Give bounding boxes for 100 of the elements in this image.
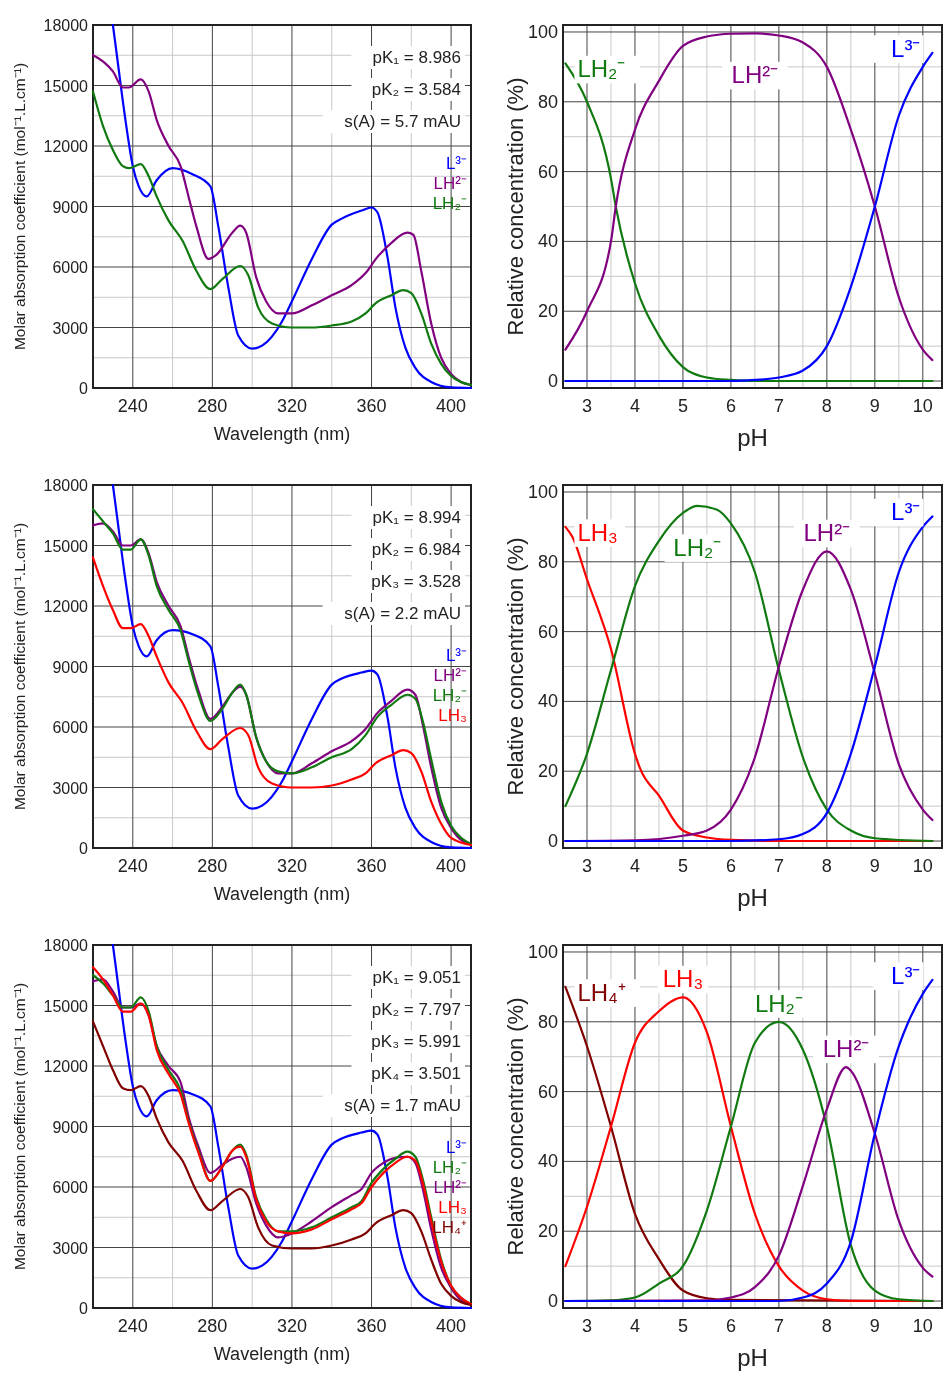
annotation: pK₁ = 9.051 bbox=[372, 968, 461, 987]
y-tick-label: 40 bbox=[537, 691, 558, 712]
y-tick-label: 20 bbox=[537, 1221, 558, 1242]
y-tick-label: 6000 bbox=[52, 719, 89, 736]
x-tick-label: 8 bbox=[821, 1316, 832, 1336]
y-tick-label: 15000 bbox=[43, 77, 89, 95]
x-tick-label: 7 bbox=[773, 1316, 784, 1336]
y-tick-label: 3000 bbox=[52, 1239, 89, 1257]
series-label: LH²⁻ bbox=[731, 61, 779, 89]
y-tick-label: 100 bbox=[527, 941, 558, 962]
x-tick-label: 4 bbox=[629, 856, 640, 876]
x-tick-label: 8 bbox=[821, 396, 832, 416]
x-axis-title: Wavelength (nm) bbox=[213, 424, 351, 444]
series-label: L³⁻ bbox=[891, 961, 921, 989]
y-tick-label: 3000 bbox=[52, 319, 89, 337]
y-tick-label: 0 bbox=[547, 371, 558, 392]
series-label: LH₂⁻ bbox=[673, 533, 722, 561]
x-tick-label: 8 bbox=[821, 856, 832, 876]
x-axis-title: pH bbox=[737, 1344, 768, 1371]
x-tick-label: 6 bbox=[725, 396, 736, 416]
y-tick-label: 6000 bbox=[52, 1179, 89, 1196]
annotation: pK₂ = 7.797 bbox=[371, 1000, 461, 1019]
x-tick-label: 7 bbox=[773, 396, 784, 416]
x-tick-label: 360 bbox=[356, 856, 387, 876]
text: L³⁻ bbox=[445, 1138, 467, 1157]
x-tick-label: 3 bbox=[581, 396, 592, 416]
y-tick-label: 0 bbox=[79, 1300, 89, 1317]
series-label: L³⁻ bbox=[891, 498, 921, 526]
x-axis-title: pH bbox=[737, 424, 768, 451]
x-tick-label: 400 bbox=[436, 396, 467, 416]
y-tick-label: 0 bbox=[79, 380, 89, 397]
y-tick-label: 40 bbox=[537, 231, 558, 252]
x-tick-label: 10 bbox=[912, 396, 933, 416]
x-tick-label: 240 bbox=[117, 856, 148, 876]
x-tick-label: 320 bbox=[276, 1316, 307, 1336]
x-tick-label: 400 bbox=[436, 856, 467, 876]
x-tick-label: 6 bbox=[725, 1316, 736, 1336]
y-tick-label: 60 bbox=[537, 1081, 558, 1102]
x-tick-label: 5 bbox=[677, 1316, 688, 1336]
x-tick-label: 3 bbox=[581, 1316, 592, 1336]
y-tick-label: 100 bbox=[527, 21, 558, 42]
y-tick-label: 9000 bbox=[52, 1118, 89, 1136]
series-label: LH₃ bbox=[662, 965, 704, 993]
x-tick-label: 360 bbox=[356, 396, 387, 416]
annotation: s(A) = 5.7 mAU bbox=[344, 112, 461, 131]
x-tick-label: 9 bbox=[869, 396, 880, 416]
y-tick-label: 80 bbox=[537, 1011, 558, 1032]
series-label: LH²⁻ bbox=[433, 666, 467, 685]
y-tick-label: 18000 bbox=[43, 17, 89, 34]
y-tick-label: 9000 bbox=[52, 658, 89, 676]
x-tick-label: 5 bbox=[677, 856, 688, 876]
x-tick-label: 280 bbox=[197, 396, 228, 416]
x-tick-label: 4 bbox=[629, 396, 640, 416]
x-tick-label: 240 bbox=[117, 396, 148, 416]
x-tick-label: 5 bbox=[677, 396, 688, 416]
y-tick-label: 80 bbox=[537, 551, 558, 572]
text: LH²⁻ bbox=[433, 174, 467, 193]
annotation: pK₃ = 5.991 bbox=[371, 1032, 461, 1051]
x-tick-label: 9 bbox=[869, 856, 880, 876]
series-label: LH²⁻ bbox=[803, 519, 851, 547]
x-tick-label: 10 bbox=[912, 1316, 933, 1336]
y-tick-label: 9000 bbox=[52, 198, 89, 216]
x-axis-title: Wavelength (nm) bbox=[213, 1344, 351, 1364]
y-tick-label: 15000 bbox=[43, 997, 89, 1015]
y-axis-title: Molar absorption coefficient (mol⁻¹.L.cm⁻¹) bbox=[11, 522, 28, 811]
x-tick-label: 10 bbox=[912, 856, 933, 876]
x-tick-label: 6 bbox=[725, 856, 736, 876]
y-tick-label: 60 bbox=[537, 621, 558, 642]
y-tick-label: 12000 bbox=[43, 138, 89, 155]
x-tick-label: 240 bbox=[117, 1316, 148, 1336]
x-tick-label: 360 bbox=[356, 1316, 387, 1336]
y-tick-label: 3000 bbox=[52, 779, 89, 797]
y-tick-label: 20 bbox=[537, 761, 558, 782]
y-tick-label: 0 bbox=[547, 1291, 558, 1312]
y-axis-title: Relative concentration (%) bbox=[503, 997, 528, 1256]
x-axis-title: pH bbox=[737, 884, 768, 911]
x-tick-label: 280 bbox=[197, 856, 228, 876]
series-label: LH₂⁻ bbox=[432, 1158, 467, 1177]
text: L³⁻ bbox=[445, 646, 467, 665]
annotation: s(A) = 1.7 mAU bbox=[344, 1096, 461, 1115]
y-tick-label: 80 bbox=[537, 91, 558, 112]
series-label: LH²⁻ bbox=[822, 1035, 870, 1063]
x-tick-label: 7 bbox=[773, 856, 784, 876]
series-label: LH₂⁻ bbox=[432, 686, 467, 705]
y-tick-label: 60 bbox=[537, 161, 558, 182]
y-tick-label: 100 bbox=[527, 481, 558, 502]
text: LH₃ bbox=[438, 706, 467, 725]
y-axis-title: Relative concentration (%) bbox=[503, 537, 528, 796]
y-tick-label: 15000 bbox=[43, 537, 89, 555]
y-tick-label: 40 bbox=[537, 1151, 558, 1172]
y-axis-title: Molar absorption coefficient (mol⁻¹.L.cm⁻¹) bbox=[11, 62, 28, 351]
x-tick-label: 280 bbox=[197, 1316, 228, 1336]
y-tick-label: 18000 bbox=[43, 937, 89, 954]
x-tick-label: 9 bbox=[869, 1316, 880, 1336]
y-tick-label: 12000 bbox=[43, 1058, 89, 1075]
y-axis-title: Relative concentration (%) bbox=[503, 77, 528, 336]
series-label: LH₃ bbox=[577, 518, 618, 546]
x-tick-label: 400 bbox=[436, 1316, 467, 1336]
x-tick-label: 320 bbox=[276, 856, 307, 876]
series-label: LH₂⁻ bbox=[577, 55, 626, 83]
